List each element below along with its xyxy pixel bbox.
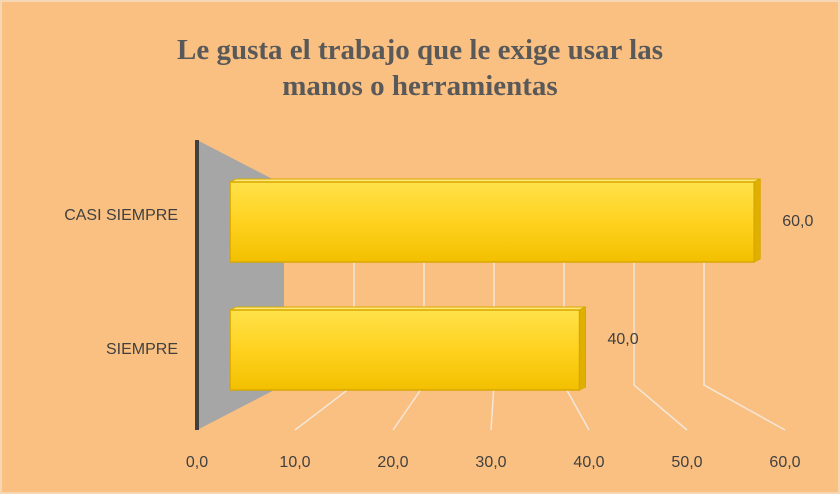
- y-tick-label: SIEMPRE: [106, 341, 178, 358]
- bar-side: [579, 306, 586, 391]
- value-label: 40,0: [608, 331, 639, 348]
- x-tick-label: 60,0: [769, 454, 800, 471]
- bar: [229, 309, 581, 391]
- chart-title: Le gusta el trabajo que le exige usar la…: [177, 34, 663, 102]
- value-label: 60,0: [782, 213, 813, 230]
- x-tick-label: 30,0: [475, 454, 506, 471]
- bar: [229, 181, 755, 263]
- x-tick-label: 40,0: [573, 454, 604, 471]
- x-tick-label: 0,0: [186, 454, 208, 471]
- x-tick-label: 20,0: [377, 454, 408, 471]
- y-tick-label: CASI SIEMPRE: [64, 207, 178, 224]
- bar-side: [753, 178, 761, 263]
- x-tick-label: 10,0: [279, 454, 310, 471]
- x-tick-label: 50,0: [671, 454, 702, 471]
